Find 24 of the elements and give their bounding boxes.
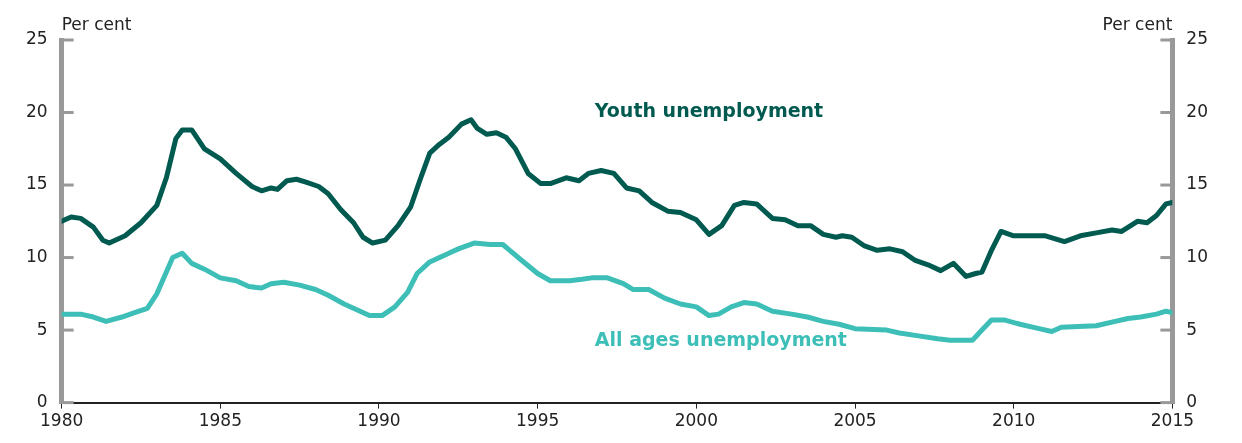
x-tick-label: 2005	[833, 410, 877, 431]
y2-tick-label: 10	[1186, 245, 1209, 266]
y2-tick-label: 15	[1186, 173, 1209, 194]
y2-axis-title: Per cent	[1102, 13, 1173, 34]
y2-tick-label: 20	[1186, 100, 1209, 121]
x-tick-label: 1985	[198, 410, 242, 431]
y2-tick-label: 25	[1186, 28, 1209, 49]
y-tick-label: 5	[36, 318, 48, 339]
y-tick-label: 25	[25, 28, 48, 49]
x-tick-label: 2000	[674, 410, 718, 431]
y2-tick-label: 0	[1186, 391, 1198, 412]
x-tick-label: 1995	[516, 410, 560, 431]
text: Youth unemployment	[593, 99, 824, 122]
y-tick-label: 15	[25, 173, 48, 194]
x-tick-label: 2010	[992, 410, 1036, 431]
y-tick-label: 20	[25, 100, 48, 121]
x-tick-label: 1980	[40, 410, 84, 431]
y-axis-title: Per cent	[61, 13, 132, 34]
series-label: All ages unemployment	[594, 327, 847, 350]
y-tick-label: 10	[25, 245, 48, 266]
x-tick-label: 1990	[357, 410, 401, 431]
y2-tick-label: 5	[1186, 318, 1198, 339]
x-tick-label: 2015	[1150, 410, 1194, 431]
y-tick-label: 0	[36, 391, 48, 412]
